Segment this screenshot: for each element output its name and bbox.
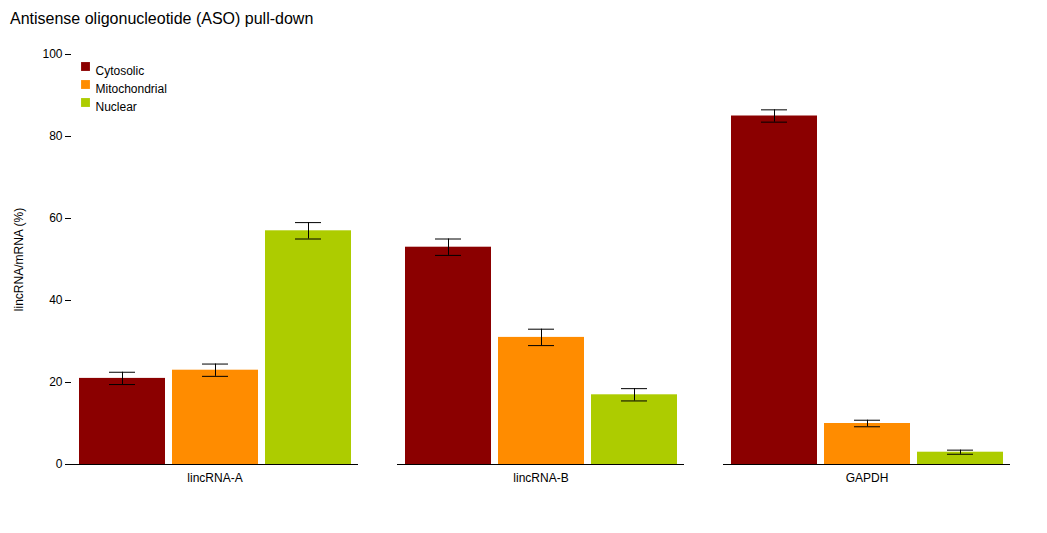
svg-text:Nuclear: Nuclear <box>96 100 137 114</box>
svg-text:Mitochondrial: Mitochondrial <box>96 82 167 96</box>
svg-text:GAPDH: GAPDH <box>846 471 889 485</box>
svg-text:80: 80 <box>49 129 63 143</box>
svg-text:20: 20 <box>49 375 63 389</box>
svg-text:0: 0 <box>56 457 63 471</box>
svg-text:lincRNA-A: lincRNA-A <box>187 471 242 485</box>
html-text:Antisense oligonucleotide (ASO: Antisense oligonucleotide (ASO) pull-dow… <box>10 10 314 27</box>
svg-text:Cytosolic: Cytosolic <box>96 64 145 78</box>
svg-text:60: 60 <box>49 211 63 225</box>
svg-text:100: 100 <box>42 47 62 61</box>
svg-text:40: 40 <box>49 293 63 307</box>
svg-text:lincRNA/mRNA (%): lincRNA/mRNA (%) <box>12 208 26 311</box>
svg-text:lincRNA-B: lincRNA-B <box>513 471 568 485</box>
